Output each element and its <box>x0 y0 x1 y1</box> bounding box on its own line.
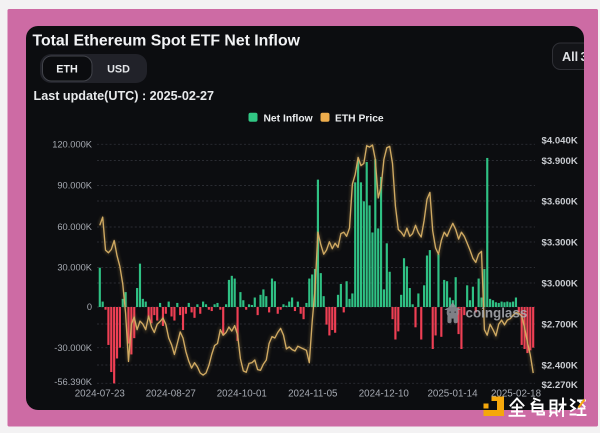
svg-text:coinglass: coinglass <box>466 306 528 321</box>
svg-text:$2.700K: $2.700K <box>542 319 578 330</box>
svg-text:-30.000K: -30.000K <box>54 343 93 353</box>
svg-text:-56.390K: -56.390K <box>54 377 93 387</box>
svg-text:0: 0 <box>87 302 92 312</box>
svg-text:90.000K: 90.000K <box>57 181 92 191</box>
svg-text:$2.270K: $2.270K <box>542 380 578 391</box>
svg-text:ETH Price: ETH Price <box>335 113 384 124</box>
svg-text:2025-01-14: 2025-01-14 <box>427 389 478 400</box>
svg-text:30.000K: 30.000K <box>57 263 92 273</box>
svg-text:All: All <box>562 50 578 64</box>
svg-text:$3.000K: $3.000K <box>542 278 578 289</box>
svg-text:Last update(UTC) : 2025-02-27: Last update(UTC) : 2025-02-27 <box>34 89 215 103</box>
svg-text:2024-12-10: 2024-12-10 <box>359 389 410 400</box>
svg-text:$2.400K: $2.400K <box>542 360 578 371</box>
svg-text:Net Inflow: Net Inflow <box>264 113 314 124</box>
svg-text:USD: USD <box>107 64 130 76</box>
svg-text:2024-08-27: 2024-08-27 <box>146 389 196 400</box>
svg-text:$3.600K: $3.600K <box>542 196 578 207</box>
svg-text:ETH: ETH <box>56 64 78 76</box>
svg-text:2024-10-01: 2024-10-01 <box>217 389 267 400</box>
svg-text:$3.900K: $3.900K <box>542 156 578 167</box>
svg-text:Total Ethereum Spot ETF Net In: Total Ethereum Spot ETF Net Inflow <box>33 33 301 50</box>
svg-text:2024-07-23: 2024-07-23 <box>75 389 126 400</box>
svg-text:60.000K: 60.000K <box>57 222 92 232</box>
svg-text:$4.040K: $4.040K <box>542 136 578 147</box>
svg-text:2024-11-05: 2024-11-05 <box>288 389 338 400</box>
svg-text:$3.300K: $3.300K <box>542 237 578 248</box>
svg-text:120.000K: 120.000K <box>52 140 93 150</box>
